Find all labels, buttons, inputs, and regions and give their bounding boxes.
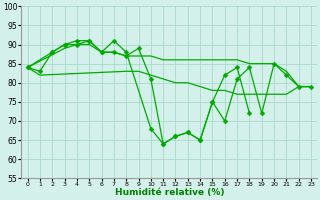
X-axis label: Humidité relative (%): Humidité relative (%) bbox=[115, 188, 224, 197]
